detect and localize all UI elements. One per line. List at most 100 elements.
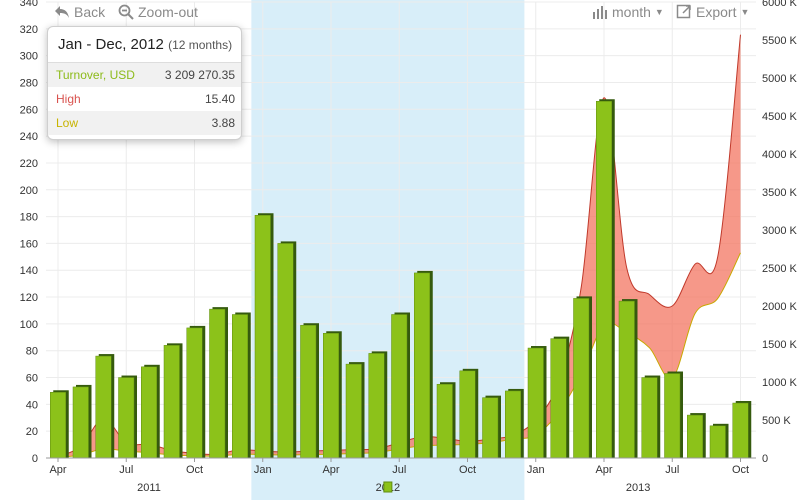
bar-face bbox=[50, 392, 66, 459]
left-axis-tick-label: 160 bbox=[20, 238, 38, 250]
left-axis-tick-label: 240 bbox=[20, 131, 38, 143]
year-label: 2011 bbox=[137, 482, 161, 494]
right-axis-tick-label: 4000 K bbox=[762, 149, 798, 161]
bar-face bbox=[709, 425, 726, 459]
x-axis-tick-label: Oct bbox=[459, 464, 476, 476]
back-button[interactable]: Back bbox=[54, 4, 105, 20]
export-dropdown[interactable]: Export ▼ bbox=[676, 4, 749, 20]
bar bbox=[141, 364, 160, 459]
left-axis-tick-label: 260 bbox=[20, 104, 38, 116]
bar bbox=[550, 336, 570, 459]
bar bbox=[118, 375, 137, 459]
x-axis-tick-label: Jul bbox=[392, 464, 406, 476]
right-axis-tick-label: 6000 K bbox=[762, 0, 798, 9]
bar bbox=[527, 346, 547, 459]
bar bbox=[436, 382, 456, 459]
bar bbox=[687, 413, 706, 459]
right-axis-tick-label: 3500 K bbox=[762, 187, 798, 199]
chevron-down-icon: ▼ bbox=[654, 7, 664, 17]
bar-face bbox=[459, 370, 476, 459]
turnover-bars bbox=[50, 99, 752, 459]
right-axis-tick-label: 2000 K bbox=[762, 301, 798, 313]
bar-face bbox=[641, 377, 658, 459]
tooltip-row-high: High 15.40 bbox=[48, 87, 241, 111]
period-dropdown[interactable]: month ▼ bbox=[592, 4, 664, 20]
bar-chart-icon bbox=[593, 6, 607, 19]
tooltip-label: Low bbox=[56, 116, 79, 130]
bar bbox=[641, 375, 661, 459]
tooltip-period: Jan - Dec, 2012 bbox=[58, 36, 164, 53]
bar-face bbox=[163, 345, 180, 459]
bar bbox=[163, 343, 183, 459]
left-axis-tick-label: 340 bbox=[20, 0, 38, 9]
right-axis-tick-label: 3000 K bbox=[762, 225, 798, 237]
right-axis-tick-label: 1000 K bbox=[762, 377, 798, 389]
bar bbox=[709, 423, 729, 459]
x-axis-tick-label: Jan bbox=[527, 464, 545, 476]
bar-face bbox=[232, 314, 248, 459]
tooltip-label: High bbox=[56, 92, 81, 106]
bar-face bbox=[95, 355, 112, 459]
left-axis-tick-label: 80 bbox=[26, 346, 38, 358]
bar-face bbox=[323, 333, 339, 459]
tooltip-value: 15.40 bbox=[204, 92, 235, 106]
x-axis-tick-label: Apr bbox=[322, 464, 339, 476]
back-label: Back bbox=[74, 4, 106, 20]
left-axis-tick-label: 280 bbox=[20, 77, 38, 89]
bar bbox=[50, 390, 69, 459]
x-axis-tick-label: Jul bbox=[119, 464, 133, 476]
right-axis-tick-label: 500 K bbox=[762, 415, 791, 427]
bar-face bbox=[209, 308, 226, 459]
x-axis-labels: Apr Jul Oct Jan Apr Jul Oct Jan Apr Jul Oct bbox=[49, 458, 749, 476]
bar bbox=[345, 362, 365, 459]
x-axis-tick-label: Jul bbox=[665, 464, 679, 476]
year-labels: 201120122013 bbox=[137, 482, 650, 494]
bar bbox=[95, 354, 115, 459]
selected-range-highlight bbox=[251, 0, 525, 500]
right-axis-tick-label: 0 bbox=[762, 453, 768, 465]
period-label: month bbox=[612, 4, 651, 20]
zoom-out-label: Zoom-out bbox=[138, 4, 198, 20]
left-axis-tick-label: 60 bbox=[26, 373, 38, 385]
zoom-out-button[interactable]: Zoom-out bbox=[118, 4, 198, 20]
bar bbox=[300, 323, 319, 459]
bar bbox=[596, 99, 615, 459]
bar bbox=[482, 395, 501, 459]
bar-face bbox=[72, 386, 89, 459]
bar-face bbox=[254, 214, 271, 459]
range-drag-handle bbox=[383, 481, 393, 493]
bar bbox=[573, 296, 592, 459]
left-axis-tick-label: 220 bbox=[20, 158, 38, 170]
bar bbox=[459, 368, 479, 459]
bar-face bbox=[527, 347, 544, 459]
bar-face bbox=[505, 390, 521, 459]
left-axis-tick-label: 0 bbox=[32, 453, 38, 465]
tooltip-title: Jan - Dec, 2012 (12 months) bbox=[58, 36, 232, 53]
left-axis-tick-label: 320 bbox=[20, 24, 38, 36]
bar bbox=[391, 312, 410, 459]
bar-face bbox=[573, 298, 590, 459]
x-axis-tick-label: Apr bbox=[595, 464, 612, 476]
export-icon bbox=[676, 4, 691, 19]
left-axis-tick-label: 120 bbox=[20, 292, 38, 304]
bar bbox=[277, 241, 297, 459]
bar-face bbox=[732, 402, 749, 459]
left-axis-tick-label: 40 bbox=[26, 399, 38, 411]
left-axis-tick-label: 180 bbox=[20, 212, 38, 224]
year-label: 2013 bbox=[626, 482, 650, 494]
right-axis-tick-label: 2500 K bbox=[762, 263, 798, 275]
tooltip-row-turnover: Turnover, USD 3 209 270.35 bbox=[48, 63, 241, 87]
left-axis-tick-label: 20 bbox=[26, 426, 38, 438]
tooltip-divider bbox=[48, 62, 241, 63]
tooltip-row-low: Low 3.88 bbox=[48, 111, 241, 135]
left-axis-tick-label: 200 bbox=[20, 185, 38, 197]
right-axis-tick-label: 4500 K bbox=[762, 111, 798, 123]
bar bbox=[618, 299, 638, 459]
tooltip-subtitle: (12 months) bbox=[168, 38, 233, 52]
bar bbox=[414, 270, 433, 459]
bar-face bbox=[300, 324, 317, 459]
export-label: Export bbox=[696, 4, 737, 20]
bar bbox=[368, 351, 388, 459]
x-axis-tick-label: Oct bbox=[186, 464, 203, 476]
